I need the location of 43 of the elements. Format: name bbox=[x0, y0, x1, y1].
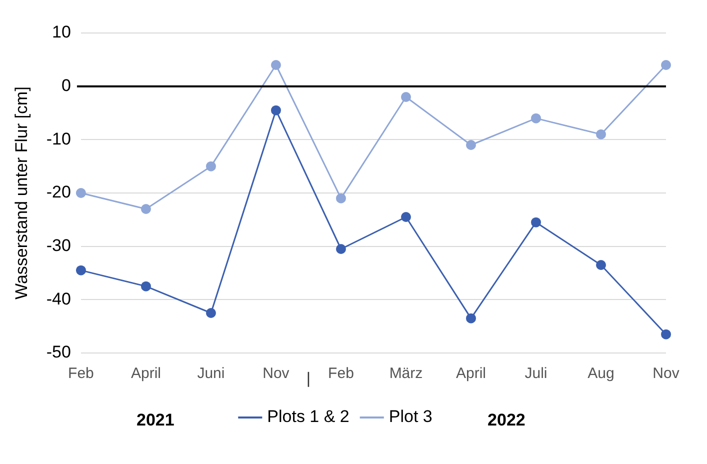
text: 2021 bbox=[136, 410, 174, 430]
point bbox=[76, 188, 86, 198]
y-axis-title: Wasserstand unter Flur [cm] bbox=[12, 86, 31, 300]
point bbox=[466, 313, 476, 324]
y-tick-label: -20 bbox=[46, 182, 71, 202]
point bbox=[530, 113, 541, 124]
point bbox=[270, 105, 281, 116]
legend-label: Plots 1 & 2 bbox=[267, 407, 350, 426]
point bbox=[530, 217, 541, 228]
text: | bbox=[306, 370, 311, 388]
x-tick-label: Aug bbox=[588, 365, 614, 382]
point bbox=[206, 161, 216, 172]
point bbox=[270, 60, 281, 70]
x-tick-label: März bbox=[389, 365, 423, 382]
point bbox=[596, 129, 606, 140]
point bbox=[400, 92, 411, 102]
x-tick-label: Feb bbox=[68, 365, 94, 382]
y-tick-label: -40 bbox=[46, 289, 71, 308]
x-tick-label: Juli bbox=[524, 365, 548, 382]
y-tick-label: -50 bbox=[46, 342, 71, 362]
x-tick-label: Juni bbox=[197, 365, 225, 382]
y-tick-label: -10 bbox=[46, 129, 71, 148]
text: 2022 bbox=[488, 410, 526, 430]
point bbox=[596, 260, 606, 270]
x-tick-label: April bbox=[130, 365, 161, 382]
y-tick-label: -30 bbox=[46, 236, 71, 256]
y-tick-label: 10 bbox=[52, 22, 71, 42]
legend-label: Plot 3 bbox=[388, 407, 432, 426]
point bbox=[206, 308, 216, 318]
x-tick-label: Nov bbox=[652, 365, 680, 382]
x-tick-label: April bbox=[456, 365, 486, 382]
point bbox=[661, 60, 671, 70]
y-tick-label: 0 bbox=[62, 76, 71, 96]
x-tick-label: Nov bbox=[262, 365, 290, 382]
point bbox=[140, 281, 151, 292]
point bbox=[336, 193, 346, 204]
point bbox=[336, 244, 346, 254]
point bbox=[76, 265, 86, 276]
point bbox=[661, 329, 671, 340]
x-tick-label: Feb bbox=[328, 365, 354, 382]
point bbox=[466, 140, 476, 150]
point bbox=[400, 212, 411, 222]
point bbox=[140, 204, 151, 214]
